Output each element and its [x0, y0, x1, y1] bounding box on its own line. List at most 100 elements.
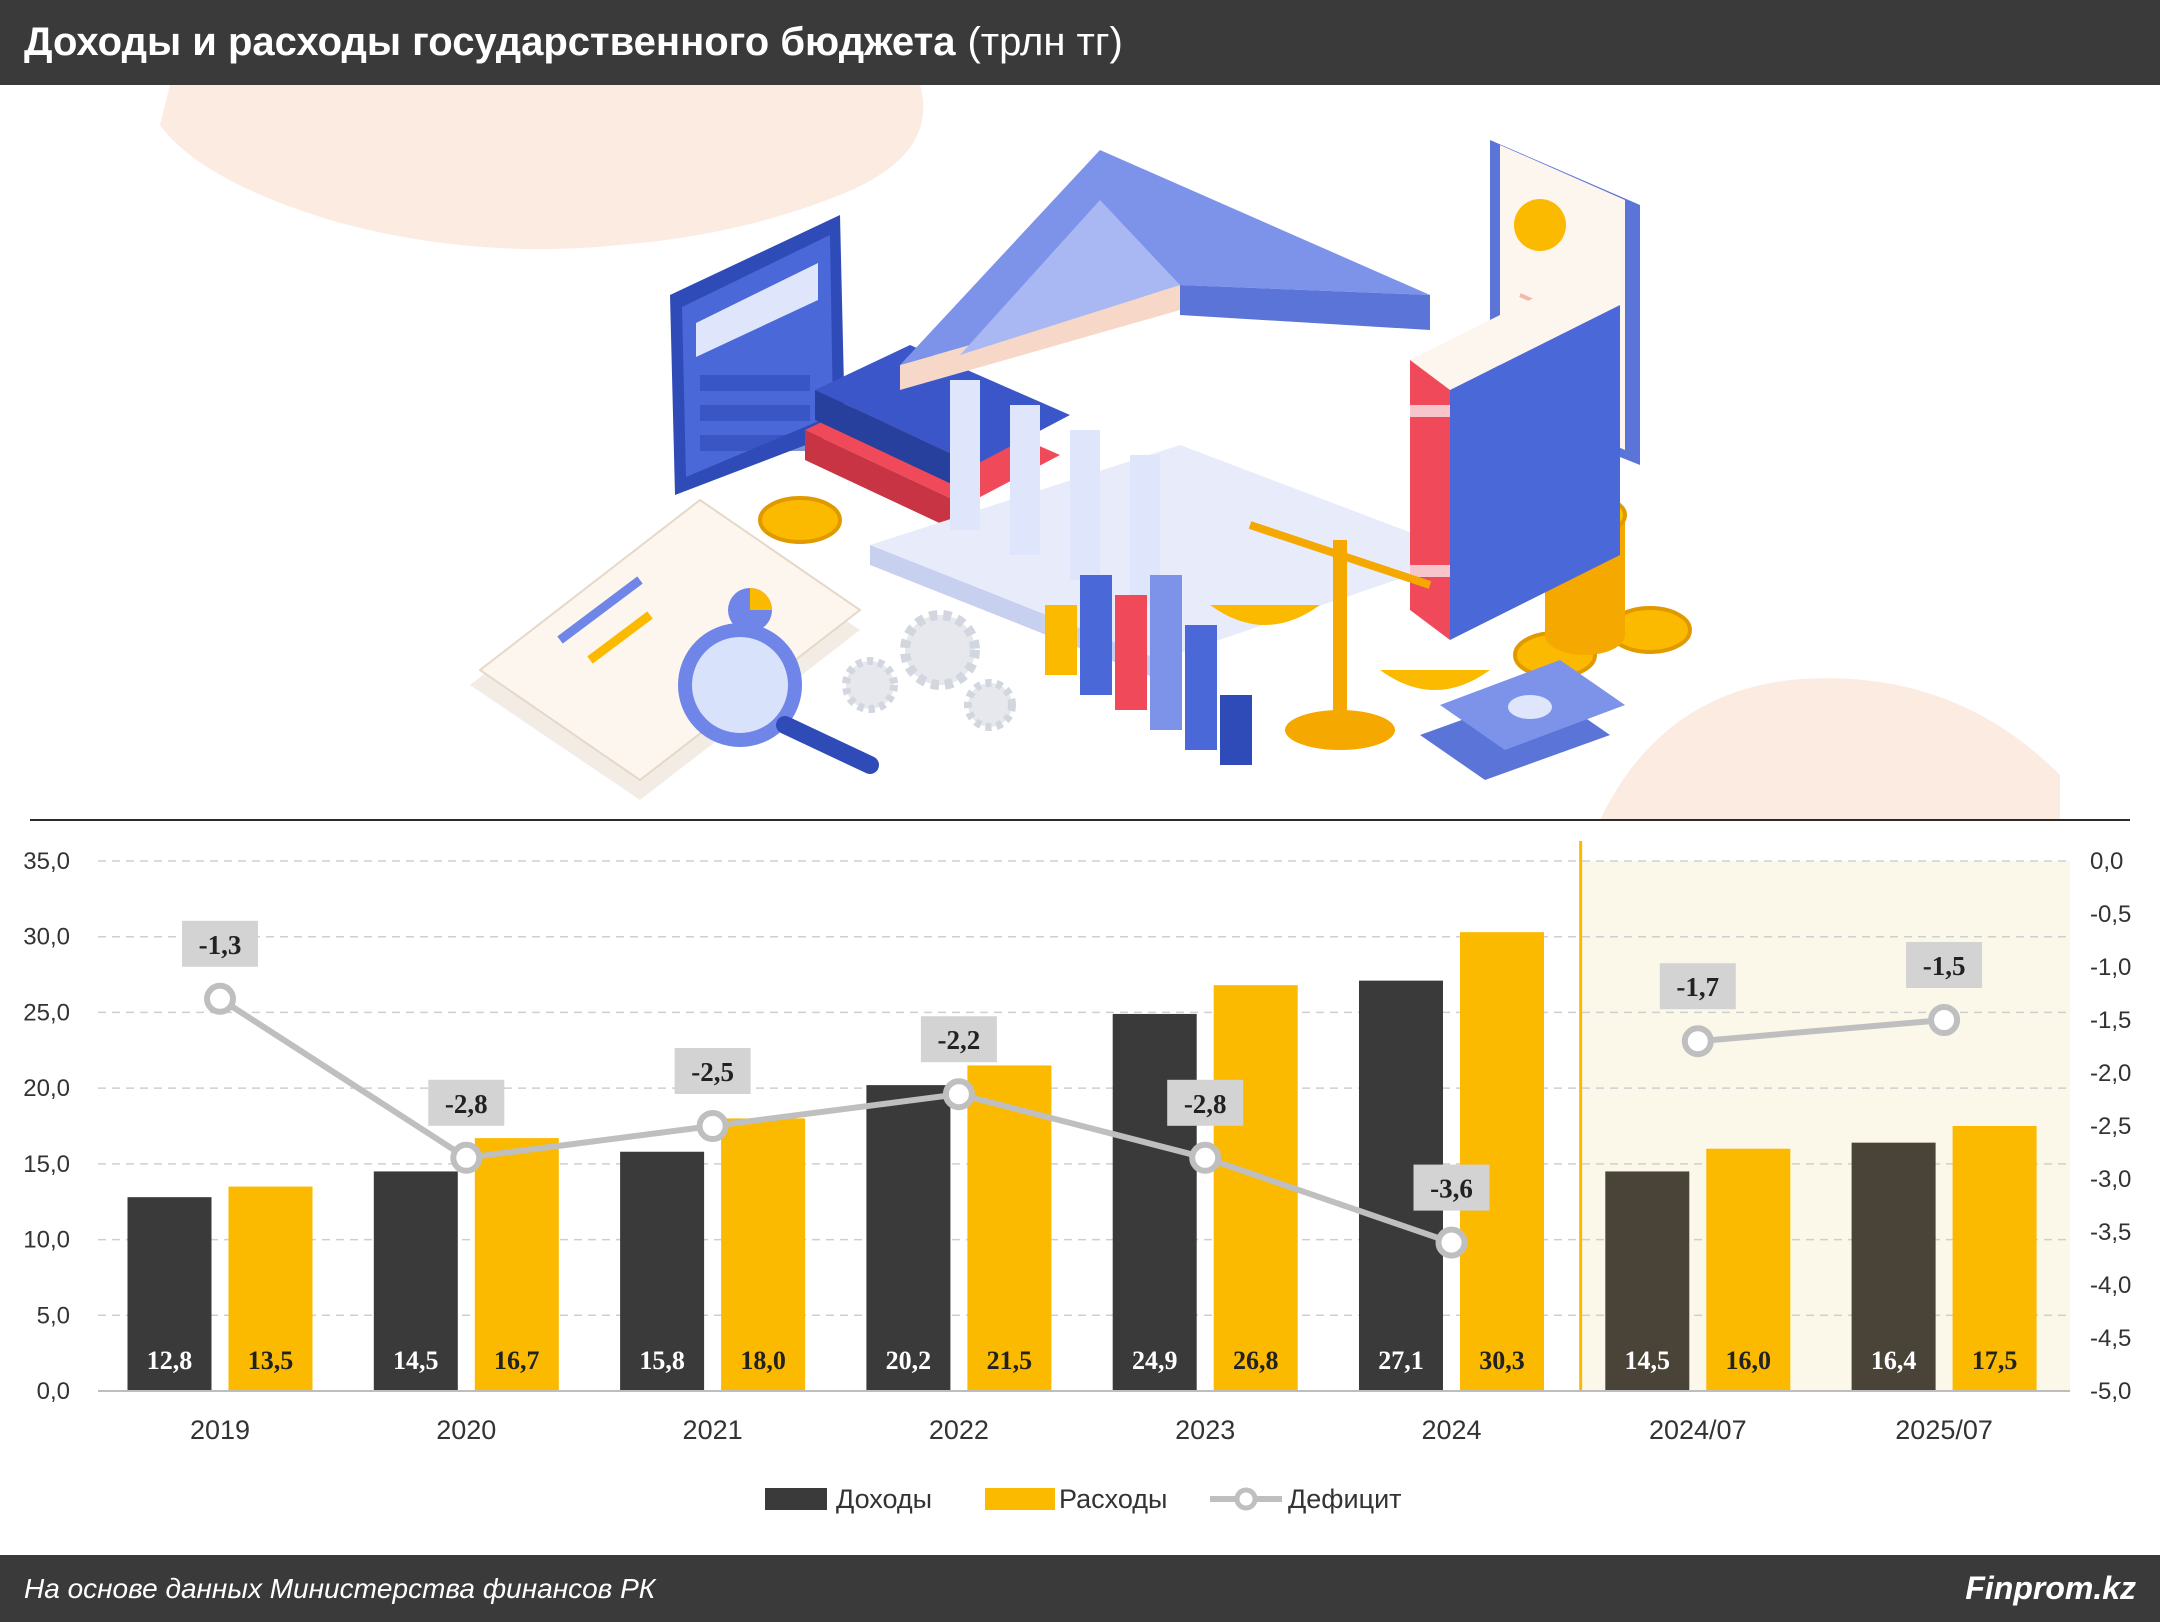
book-stack-icon [805, 345, 1070, 535]
bar-expense-label: 16,0 [1726, 1346, 1772, 1375]
budget-chart: 12,8 13,5 14,5 16,7 15,8 18,0 20,2 21,5 24,9 26,8… [23, 841, 2131, 1514]
background-blob-top [160, 85, 924, 250]
bar-income [1605, 1171, 1690, 1391]
deficit-label-box [182, 920, 258, 967]
title-bar: Доходы и расходы государственного бюджет… [0, 0, 2160, 85]
book-icon [1410, 275, 1620, 640]
bar-income-label: 24,9 [1132, 1346, 1178, 1375]
x-tick-label: 2021 [683, 1415, 743, 1445]
deficit-label: -2,2 [938, 1025, 981, 1055]
calculator-icon [670, 215, 845, 495]
y-left-tick-label: 15,0 [23, 1151, 70, 1178]
y-right-tick-label: -4,5 [2090, 1325, 2131, 1352]
x-tick-label: 2024/07 [1649, 1415, 1747, 1445]
y-right-tick-label: -1,5 [2090, 1007, 2131, 1034]
deficit-label-box [1906, 942, 1983, 988]
scales-icon [1210, 521, 1490, 750]
legend-swatch-income [765, 1488, 827, 1510]
bar-expense-label: 17,5 [1972, 1346, 2018, 1375]
legend-label-income: Доходы [836, 1484, 932, 1514]
deficit-point [696, 1110, 729, 1142]
bar-expense-label: 21,5 [987, 1346, 1033, 1375]
bar-expense [228, 1186, 313, 1391]
bar-expense-label: 26,8 [1233, 1346, 1279, 1375]
deficit-point [1189, 1141, 1222, 1174]
bar-expense [1213, 985, 1298, 1391]
x-tick-label: 2020 [436, 1415, 496, 1445]
bar-income-label: 14,5 [393, 1346, 439, 1375]
deficit-label-box [1659, 963, 1736, 1010]
deficit-point [1435, 1226, 1468, 1259]
bar-income-label: 20,2 [886, 1346, 932, 1375]
deficit-label-box [674, 1048, 751, 1094]
bar-graph-icon [1045, 575, 1252, 765]
deficit-label: -2,5 [691, 1057, 734, 1087]
bar-income [620, 1151, 705, 1391]
budget-illustration [160, 85, 2060, 820]
bar-income [373, 1171, 458, 1391]
bar-expense [721, 1118, 806, 1391]
chart-unit: (трлн тг) [967, 20, 1123, 64]
legend-swatch-expense [985, 1488, 1055, 1510]
y-right-tick-label: -3,0 [2090, 1166, 2131, 1193]
y-left-tick-label: 25,0 [23, 999, 70, 1026]
bar-income-label: 16,4 [1871, 1346, 1917, 1375]
bar-income [1112, 1013, 1197, 1391]
y-left-tick-label: 0,0 [37, 1378, 70, 1405]
bar-expense-label: 16,7 [494, 1346, 540, 1375]
bar-income-label: 12,8 [147, 1346, 193, 1375]
deficit-point [1681, 1025, 1714, 1058]
y-right-tick-label: -3,5 [2090, 1219, 2131, 1246]
bar-income [1851, 1142, 1936, 1391]
y-right-tick-label: -0,5 [2090, 901, 2131, 928]
deficit-label: -1,3 [199, 930, 242, 960]
legend-marker-deficit [1234, 1487, 1258, 1511]
bar-expense [474, 1138, 559, 1391]
y-right-tick-label: -1,0 [2090, 954, 2131, 981]
deficit-label: -2,8 [1184, 1089, 1227, 1119]
bar-expense-label: 30,3 [1479, 1346, 1525, 1375]
deficit-label: -1,5 [1923, 951, 1966, 981]
deficit-point [1928, 1004, 1961, 1036]
chart-title: Доходы и расходы государственного бюджет… [24, 20, 956, 64]
bar-expense-label: 18,0 [740, 1346, 786, 1375]
legend-label-deficit: Дефицит [1288, 1484, 1402, 1514]
x-tick-label: 2019 [190, 1415, 250, 1445]
background-blob-bottom [1600, 678, 2060, 820]
y-right-tick-label: -2,0 [2090, 1060, 2131, 1087]
y-right-tick-label: -2,5 [2090, 1113, 2131, 1140]
bar-income-label: 14,5 [1625, 1346, 1671, 1375]
y-right-tick-label: -4,0 [2090, 1272, 2131, 1299]
y-left-tick-label: 5,0 [37, 1302, 70, 1329]
deficit-label-box [428, 1079, 505, 1126]
report-document-icon [470, 498, 862, 800]
y-left-tick-label: 35,0 [23, 848, 70, 875]
y-left-tick-label: 30,0 [23, 924, 70, 951]
bar-expense [1460, 932, 1544, 1391]
banknotes-icon [1420, 660, 1625, 780]
deficit-point [942, 1078, 975, 1111]
bar-income-label: 15,8 [639, 1346, 685, 1375]
deficit-label-box [1413, 1164, 1490, 1211]
x-tick-label: 2024 [1421, 1415, 1481, 1445]
bar-income [866, 1085, 951, 1391]
deficit-line [1697, 1017, 1945, 1045]
deficit-label: -3,6 [1430, 1174, 1473, 1204]
magnifier-icon [678, 623, 879, 774]
deficit-label: -2,8 [445, 1089, 488, 1119]
bar-income-label: 27,1 [1378, 1346, 1424, 1375]
section-divider [30, 819, 2130, 821]
bar-expense [1952, 1126, 2037, 1391]
y-right-tick-label: 0,0 [2090, 848, 2123, 875]
deficit-point [204, 982, 236, 1015]
source-note: На основе данных Министерства финансов Р… [24, 1572, 656, 1604]
x-tick-label: 2022 [929, 1415, 989, 1445]
bar-expense-label: 13,5 [248, 1346, 294, 1375]
y-right-tick-label: -5,0 [2090, 1378, 2131, 1405]
bar-income [127, 1197, 212, 1391]
y-left-tick-label: 20,0 [23, 1075, 70, 1102]
y-left-tick-label: 10,0 [23, 1227, 70, 1254]
deficit-label-box [920, 1016, 997, 1063]
x-tick-label: 2023 [1175, 1415, 1235, 1445]
footer-bar: На основе данных Министерства финансов Р… [0, 1555, 2160, 1622]
